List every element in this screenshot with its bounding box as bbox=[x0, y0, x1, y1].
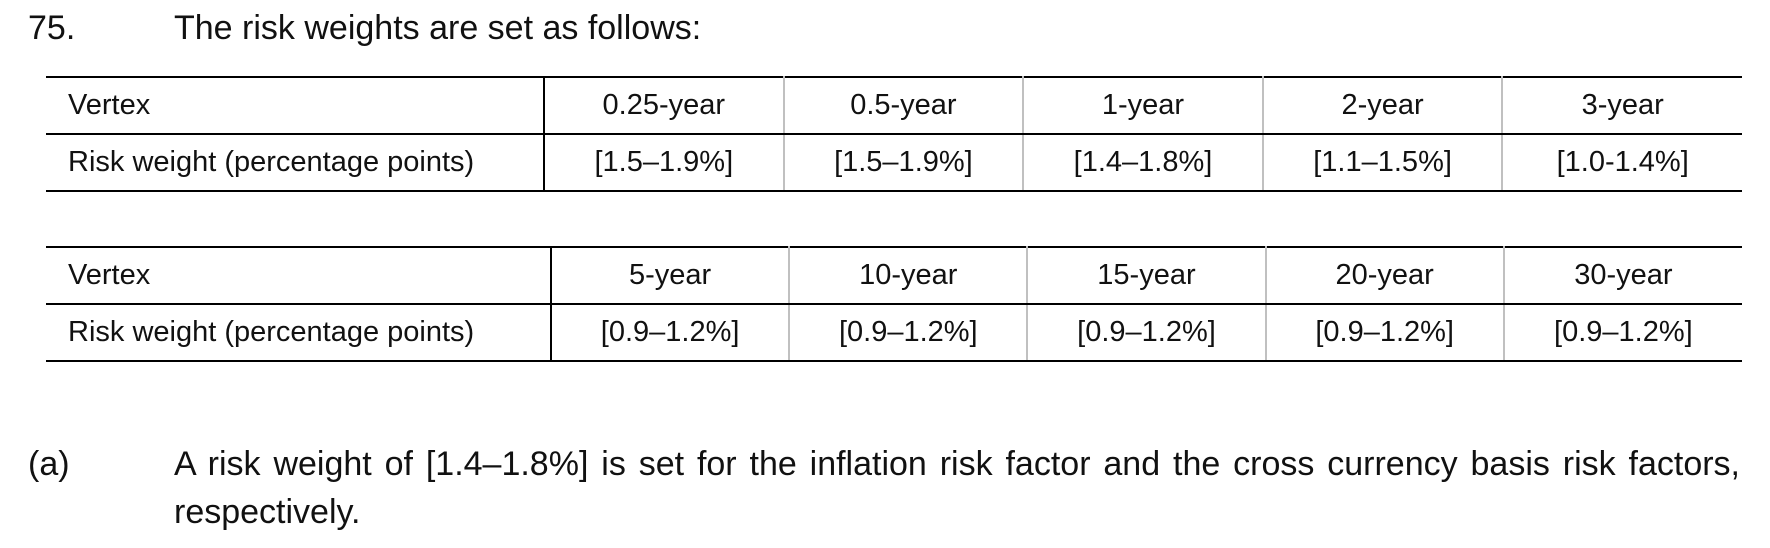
sub-paragraph: (a) A risk weight of [1.4–1.8%] is set f… bbox=[28, 440, 1740, 536]
risk-weight-cell: [1.0-1.4%] bbox=[1502, 134, 1742, 192]
row-label-risk-weight: Risk weight (percentage points) bbox=[46, 134, 545, 192]
row-label-vertex: Vertex bbox=[46, 76, 545, 135]
risk-weight-row: Risk weight (percentage points) [0.9–1.2… bbox=[46, 304, 1742, 362]
sub-paragraph-text: A risk weight of [1.4–1.8%] is set for t… bbox=[174, 445, 1740, 531]
vertex-cell: 20-year bbox=[1265, 246, 1505, 305]
vertex-cell: 30-year bbox=[1503, 246, 1742, 305]
risk-weight-table-short-vertices: Vertex 0.25-year 0.5-year 1-year 2-year … bbox=[46, 76, 1742, 192]
vertex-cell: 10-year bbox=[789, 246, 1029, 305]
risk-weight-table-long-vertices: Vertex 5-year 10-year 15-year 20-year 30… bbox=[46, 246, 1742, 362]
risk-weight-cell: [0.9–1.2%] bbox=[789, 304, 1029, 362]
vertex-cell: 15-year bbox=[1027, 246, 1267, 305]
risk-weight-cell: [0.9–1.2%] bbox=[1027, 304, 1267, 362]
risk-weight-cell: [0.9–1.2%] bbox=[1503, 304, 1742, 362]
paragraph-number: 75. bbox=[28, 9, 76, 47]
vertex-cell: 3-year bbox=[1502, 76, 1742, 135]
vertex-cell: 1-year bbox=[1023, 76, 1264, 135]
sub-paragraph-label: (a) bbox=[28, 445, 70, 483]
risk-weight-cell: [0.9–1.2%] bbox=[551, 304, 791, 362]
risk-weight-cell: [1.1–1.5%] bbox=[1262, 134, 1504, 192]
risk-weight-cell: [1.5–1.9%] bbox=[544, 134, 785, 192]
paragraph-heading: 75. The risk weights are set as follows: bbox=[28, 8, 1730, 48]
vertex-cell: 5-year bbox=[551, 246, 791, 305]
vertex-cell: 0.5-year bbox=[783, 76, 1025, 135]
vertex-cell: 2-year bbox=[1262, 76, 1504, 135]
row-label-vertex: Vertex bbox=[46, 246, 552, 305]
vertex-row: Vertex 0.25-year 0.5-year 1-year 2-year … bbox=[46, 76, 1742, 135]
risk-weight-row: Risk weight (percentage points) [1.5–1.9… bbox=[46, 134, 1742, 192]
risk-weight-cell: [1.5–1.9%] bbox=[783, 134, 1025, 192]
risk-weight-cell: [1.4–1.8%] bbox=[1023, 134, 1264, 192]
row-label-risk-weight: Risk weight (percentage points) bbox=[46, 304, 552, 362]
paragraph-text: The risk weights are set as follows: bbox=[174, 9, 702, 47]
vertex-cell: 0.25-year bbox=[544, 76, 785, 135]
vertex-row: Vertex 5-year 10-year 15-year 20-year 30… bbox=[46, 246, 1742, 305]
risk-weight-cell: [0.9–1.2%] bbox=[1265, 304, 1505, 362]
